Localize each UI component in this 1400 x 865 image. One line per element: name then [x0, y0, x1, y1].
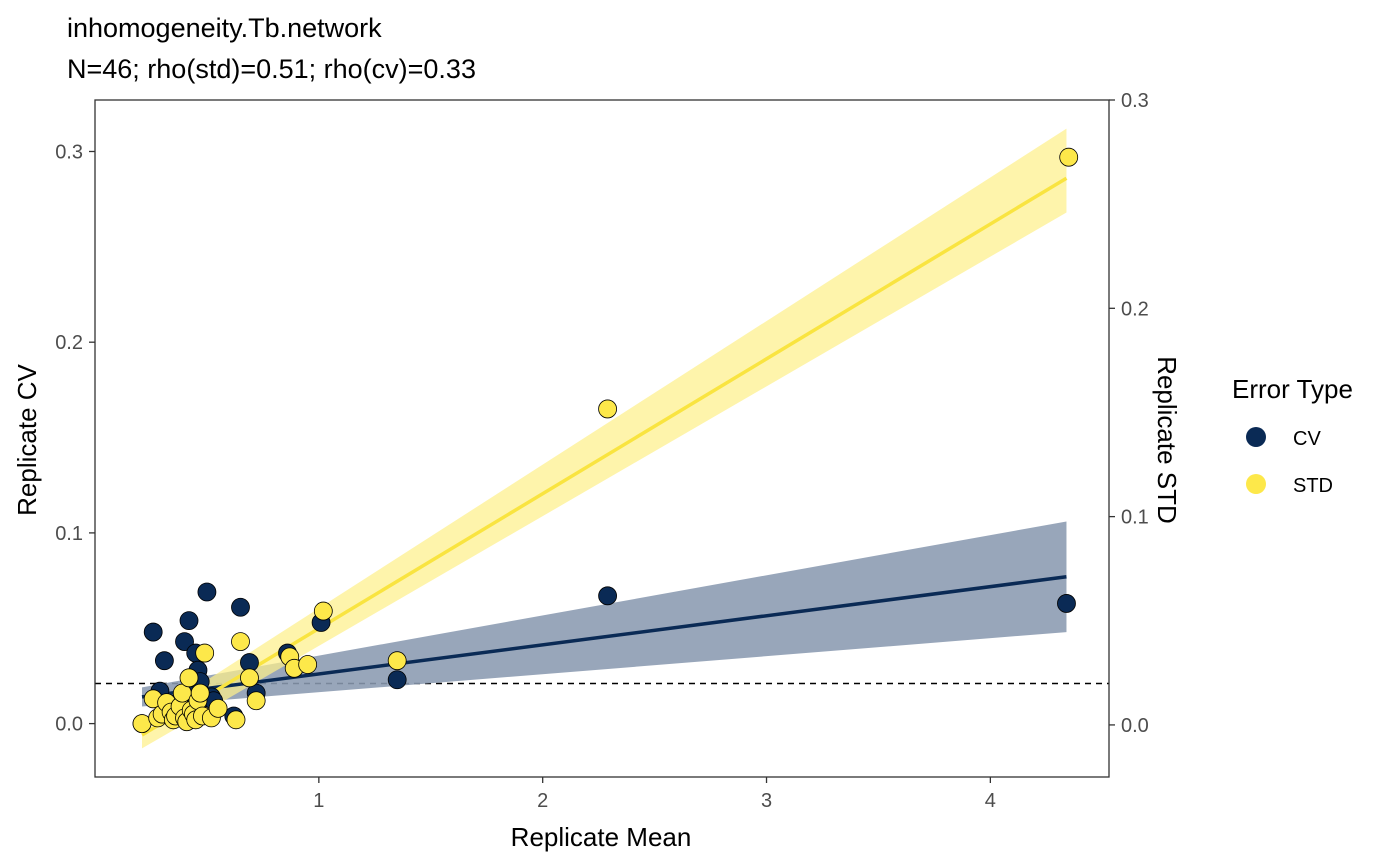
data-point-cv [179, 611, 199, 631]
y-tick-label: 0.2 [55, 332, 83, 354]
data-point-std [195, 643, 215, 663]
data-point-std [387, 651, 407, 671]
data-point-cv [598, 586, 617, 606]
y2-axis-title: Replicate STD [1152, 356, 1182, 524]
x-axis-title: Replicate Mean [511, 822, 692, 852]
panel-border [94, 99, 1110, 778]
data-point-std [298, 655, 318, 674]
data-point-cv [231, 597, 250, 617]
legend: Error Type CV STD [1232, 374, 1353, 497]
confidence-band-std [142, 128, 1067, 749]
data-point-cv [197, 582, 217, 602]
data-point-std [1059, 147, 1079, 167]
fit-line-std [141, 176, 1068, 737]
data-point-std [246, 691, 266, 711]
y2-tick-label: 0.2 [1121, 298, 1149, 320]
x-tick-label: 3 [761, 790, 772, 812]
legend-key-cv [1246, 427, 1266, 447]
data-point-cv [1057, 594, 1076, 613]
data-point-std [179, 668, 199, 688]
y-tick-label: 0.3 [55, 141, 83, 163]
data-point-std [226, 710, 246, 730]
chart-title: inhomogeneity.Tb.network [67, 13, 382, 43]
data-point-std [231, 632, 250, 651]
data-point-std [208, 698, 228, 718]
y-tick-label: 0.1 [55, 523, 83, 545]
legend-title: Error Type [1232, 374, 1353, 404]
x-tick-label: 4 [985, 790, 996, 812]
confidence-band-cv [142, 521, 1067, 707]
x-tick-label: 2 [537, 790, 548, 812]
y-tick-label: 0.0 [55, 714, 83, 736]
x-tick-label: 1 [313, 790, 324, 812]
data-point-std [190, 683, 210, 703]
data-point-cv [175, 632, 194, 651]
y-axis-title: Replicate CV [12, 363, 42, 515]
data-point-std [313, 601, 333, 621]
data-point-std [240, 668, 259, 688]
axes: 1 2 3 4 0.0 0.1 0.2 0.3 0.0 0.1 0.2 0.3 [55, 90, 1149, 812]
data-point-cv [387, 670, 407, 690]
legend-key-std [1246, 474, 1266, 494]
y2-tick-label: 0.3 [1121, 90, 1149, 112]
plot-area [95, 128, 1109, 749]
y2-tick-label: 0.0 [1121, 715, 1149, 737]
data-point-cv [154, 651, 174, 671]
legend-label-std: STD [1293, 475, 1333, 497]
data-point-std [598, 399, 617, 419]
y2-tick-label: 0.1 [1121, 507, 1149, 529]
legend-label-cv: CV [1293, 428, 1321, 450]
chart-subtitle: N=46; rho(std)=0.51; rho(cv)=0.33 [67, 54, 476, 84]
data-point-cv [143, 622, 163, 642]
